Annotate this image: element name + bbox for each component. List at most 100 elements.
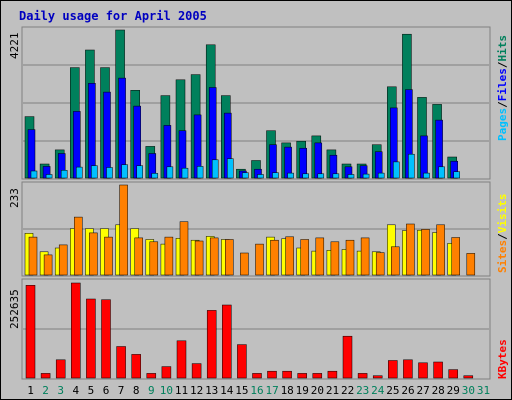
kbytes-bar [433,361,443,379]
pages-bar [181,167,189,179]
kbytes-bar [131,354,141,379]
pages-bar [317,173,325,179]
files-bar [27,129,36,179]
day-label: 9 [148,384,155,397]
sites-bar [58,244,68,276]
pages-bar [196,166,204,179]
kbytes-bar [86,298,96,379]
sites-bar [360,237,370,276]
pages-bar [45,174,53,179]
sites-bar [315,237,325,276]
kbytes-bar [282,370,292,379]
pages-bar [242,172,249,179]
day-label: 24 [371,384,385,397]
sites-bar [345,239,355,276]
kbytes-bar [55,359,66,379]
pages-bar [408,153,415,179]
sites-bar [436,224,445,276]
legend-pages: Pages [496,108,509,141]
day-label: 8 [133,384,140,397]
day-label: 6 [103,384,110,397]
sites-bar [225,239,234,276]
kbytes-bar [176,340,187,379]
kbytes-bar [252,373,262,379]
pages-bar [136,165,143,179]
pages-bar [453,171,460,179]
legend-visits: Visits [496,194,509,234]
kbytes-bar [101,299,111,379]
sites-bar [179,221,189,276]
day-label: 27 [416,384,429,397]
kbytes-bar [463,375,474,379]
sites-bar [451,237,460,276]
legend-hits-files-pages: Pages/Files/Hits [496,35,509,141]
day-label: 12 [190,384,203,397]
day-label: 17 [265,384,278,397]
sites-bar [330,241,340,276]
kbytes-bar [146,373,157,379]
bars [24,29,476,379]
kbytes-bar [327,370,338,379]
files-bar [299,147,307,179]
legend-sites: Sites [496,240,509,273]
day-labels: 1 2 3 4 5 6 7 8 9 10 11 12 13 14 15 16 17 18 19 20 21 22 23 24 2… [27,384,490,397]
day-label: 10 [160,384,173,397]
sites-bar [391,246,400,276]
pages-bar [76,166,83,179]
day-label: 5 [88,384,95,397]
kbytes-bar [40,373,51,379]
svg-text:Pages/Files/Hits: Pages/Files/Hits [496,35,509,141]
files-bar [88,83,96,179]
pages-bar [272,172,279,179]
pages-bar [347,174,355,179]
sites-bar [74,216,83,276]
kbytes-bar [342,335,353,379]
day-label: 15 [235,384,248,397]
kbytes-bar [403,359,413,379]
pages-bar [91,165,98,179]
pages-bar [332,173,340,179]
sites-bar [375,252,385,276]
sites-bar [104,236,113,276]
pages-bar [211,159,219,179]
day-label: 4 [72,384,79,397]
visits-axis-max-label: 233 [8,188,21,208]
files-bar [420,135,428,179]
sites-bar [406,223,415,276]
day-label: 22 [341,384,354,397]
pages-bar [423,172,430,179]
day-label: 1 [27,384,34,397]
sites-bar [194,240,204,276]
legend-files: Files [496,68,509,101]
kbytes-bar [418,362,428,379]
hits-axis-max-label: 4221 [8,33,21,60]
kbytes-bar [206,310,217,379]
pages-bar [151,173,159,179]
sites-bar [270,239,279,276]
sites-bar [209,237,219,276]
pages-bar [121,164,128,179]
sites-bar [285,236,294,276]
day-label: 18 [281,384,294,397]
day-label: 14 [220,384,234,397]
kbytes-bar [25,285,36,379]
kbytes-bar [312,373,323,379]
day-label: 7 [118,384,125,397]
day-label: 2 [42,384,49,397]
legend-kbytes: KBytes [496,339,509,379]
day-label: 21 [326,384,339,397]
legend-kbytes-label: KBytes [496,339,509,379]
kbytes-bar [71,282,81,379]
day-label: 3 [57,384,64,397]
kbytes-axis-max-label: 252635 [8,289,21,329]
day-label: 30 [462,384,475,397]
day-label: 11 [175,384,188,397]
sites-bar [119,184,128,276]
kbytes-bar [297,373,307,379]
day-label: 28 [432,384,445,397]
pages-bar [257,174,264,179]
sites-bar [421,229,430,276]
pages-bar [227,158,234,179]
